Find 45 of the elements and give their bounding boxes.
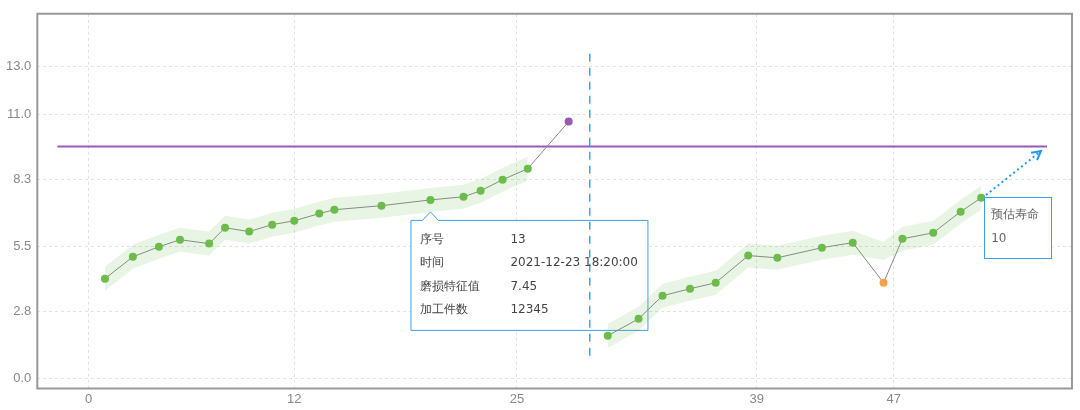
x-tick-label: 47	[886, 390, 902, 406]
point	[634, 314, 643, 323]
point	[773, 253, 782, 262]
point	[100, 274, 109, 283]
point	[154, 242, 163, 251]
point	[476, 186, 485, 195]
point	[128, 252, 137, 261]
point	[426, 195, 435, 204]
x-tick-label: 25	[509, 390, 525, 406]
point	[221, 223, 230, 232]
annotation: 预估寿命 10	[991, 205, 1040, 247]
point	[898, 234, 907, 243]
point	[498, 175, 507, 184]
y-tick-label: 8.3	[13, 171, 32, 187]
point	[330, 205, 339, 214]
point	[658, 291, 667, 300]
y-tick-label: 0.0	[13, 370, 32, 386]
point	[977, 193, 986, 202]
point	[685, 284, 694, 293]
point	[315, 209, 324, 218]
point	[848, 238, 857, 247]
point	[523, 164, 532, 173]
annotation: 序号 13 时间 2021-12-23 18:20:00 磨损特征值 7.45 加工件数 12345	[419, 230, 639, 319]
point	[268, 220, 277, 229]
point	[744, 251, 753, 260]
x-tick-label: 0	[85, 390, 93, 406]
point	[564, 117, 573, 126]
point	[929, 228, 938, 237]
point	[879, 278, 888, 287]
point	[603, 331, 612, 340]
point	[377, 201, 386, 210]
point	[205, 239, 214, 248]
y-tick-label: 11.0	[6, 106, 32, 122]
point	[711, 278, 720, 287]
point	[459, 192, 468, 201]
y-tick-label: 2.8	[13, 303, 32, 319]
point	[290, 216, 299, 225]
point	[817, 243, 826, 252]
point	[956, 207, 965, 216]
point	[245, 227, 254, 236]
x-tick-label: 12	[287, 390, 302, 406]
point	[176, 235, 184, 244]
x-tick-label: 39	[749, 390, 765, 406]
y-tick-label: 5.5	[13, 238, 32, 254]
y-tick-label: 13.0	[5, 58, 32, 74]
